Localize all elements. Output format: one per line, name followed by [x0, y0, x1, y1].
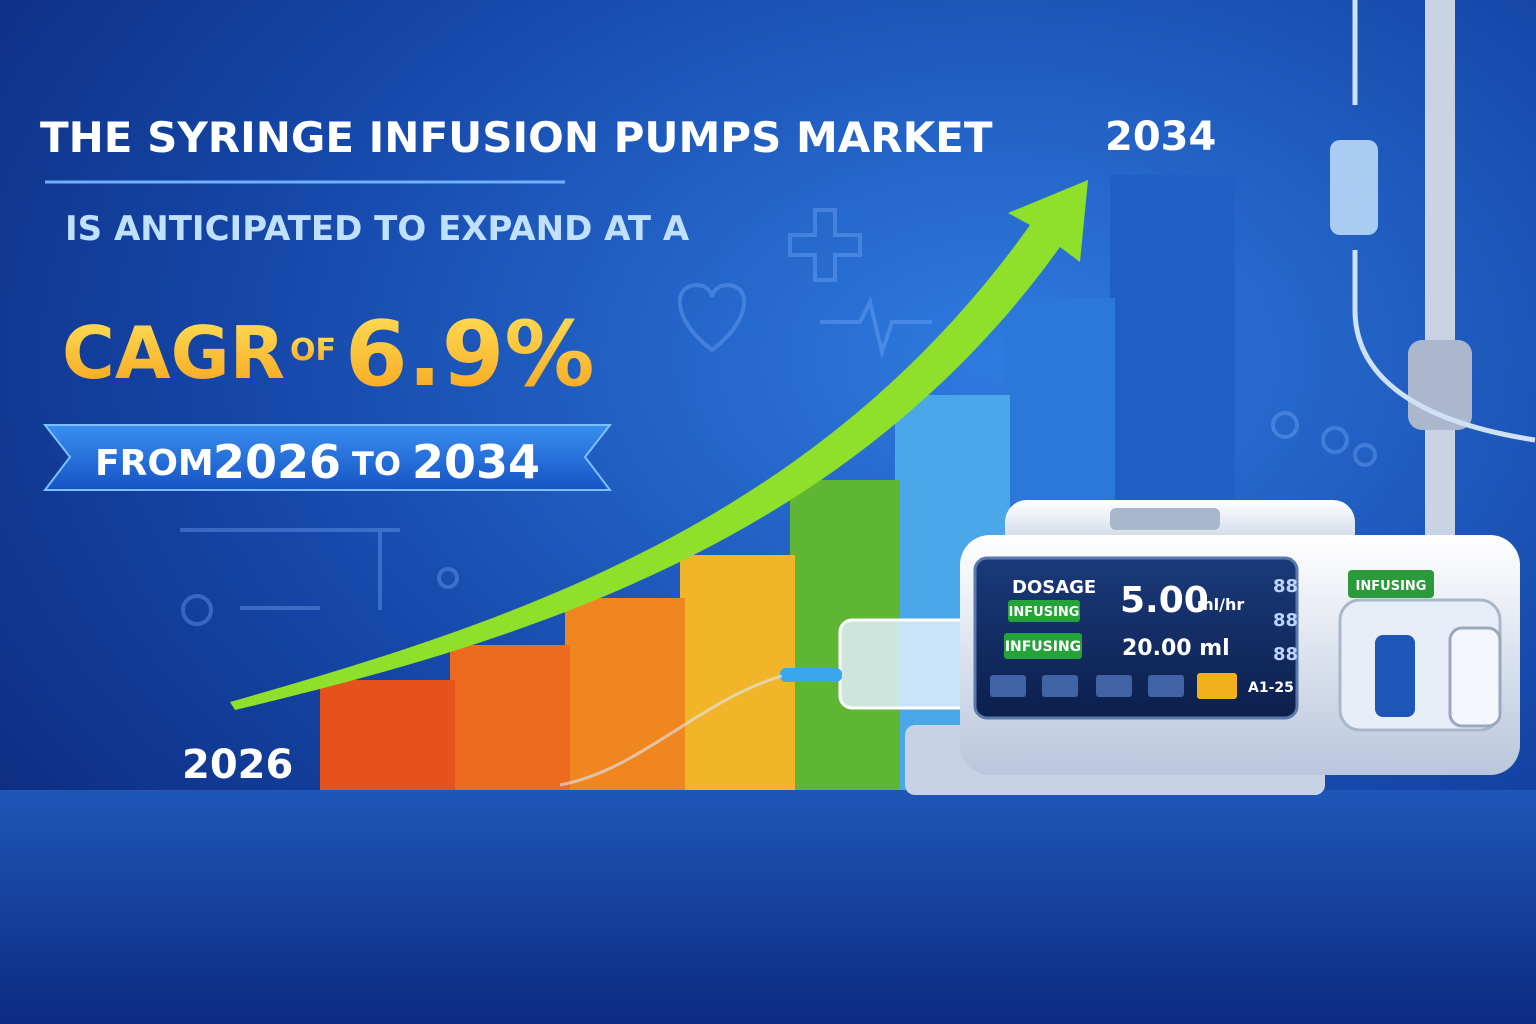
bar — [565, 598, 685, 790]
status-box — [1004, 633, 1082, 659]
screen-dosage: DOSAGE — [1012, 577, 1096, 598]
screen-button — [1197, 673, 1237, 699]
decor-icons — [180, 208, 1377, 626]
screen-code: A1-25 — [1248, 680, 1294, 696]
status-badge: INFUSING — [1356, 579, 1427, 594]
screen-status-1: INFUSING — [1009, 605, 1080, 620]
headline-title: THE SYRINGE INFUSION PUMPS MARKET — [40, 113, 993, 162]
status-badge-box — [1348, 570, 1434, 598]
screen-volume: 20.00 ml — [1122, 636, 1230, 661]
banner-start: 2026 — [213, 435, 341, 489]
bar — [320, 680, 455, 790]
banner-end: 2034 — [412, 435, 540, 489]
infusion-pump: INFUSING DOSAGE INFUSING INFUSING 5.00 m… — [905, 500, 1520, 795]
end-year-label: 2034 — [1105, 114, 1216, 160]
drip-chamber — [1330, 140, 1378, 235]
screen-button — [990, 675, 1026, 697]
iv-pole — [1330, 0, 1536, 560]
start-year-label: 2026 — [182, 742, 293, 788]
banner-ribbon — [42, 424, 613, 491]
screen-button — [1042, 675, 1078, 697]
plunger-clamp — [1375, 635, 1415, 717]
banner-from: FROM — [95, 443, 214, 484]
cagr-label: CAGR — [62, 311, 285, 395]
syringe-barrel — [838, 618, 972, 710]
screen-button — [1096, 675, 1132, 697]
drive-knob — [1448, 626, 1502, 728]
banner-to: TO — [352, 445, 401, 483]
bar — [450, 645, 570, 790]
screen-status-2: INFUSING — [1005, 639, 1081, 655]
syringe-tip — [780, 668, 842, 682]
cagr-of: OF — [290, 333, 336, 368]
syringe — [559, 618, 972, 787]
screen-rate: 5.00 — [1120, 580, 1209, 621]
side-digits: 88 88 88 — [1273, 576, 1298, 665]
cagr-value: 6.9% — [345, 302, 595, 407]
iv-tube — [1352, 0, 1536, 443]
side-digit: 88 — [1273, 644, 1298, 665]
screen-rate-unit: ml/hr — [1197, 595, 1244, 614]
headline-subtitle: IS ANTICIPATED TO EXPAND AT A — [65, 209, 690, 249]
syringe-tube — [559, 674, 783, 787]
status-box — [1008, 600, 1080, 622]
side-digit: 88 — [1273, 576, 1298, 597]
screen-button — [1148, 675, 1184, 697]
bar — [680, 555, 795, 790]
pole — [1425, 0, 1455, 560]
side-digit: 88 — [1273, 610, 1298, 631]
floor — [0, 790, 1536, 1024]
handle-grip — [1110, 508, 1220, 530]
